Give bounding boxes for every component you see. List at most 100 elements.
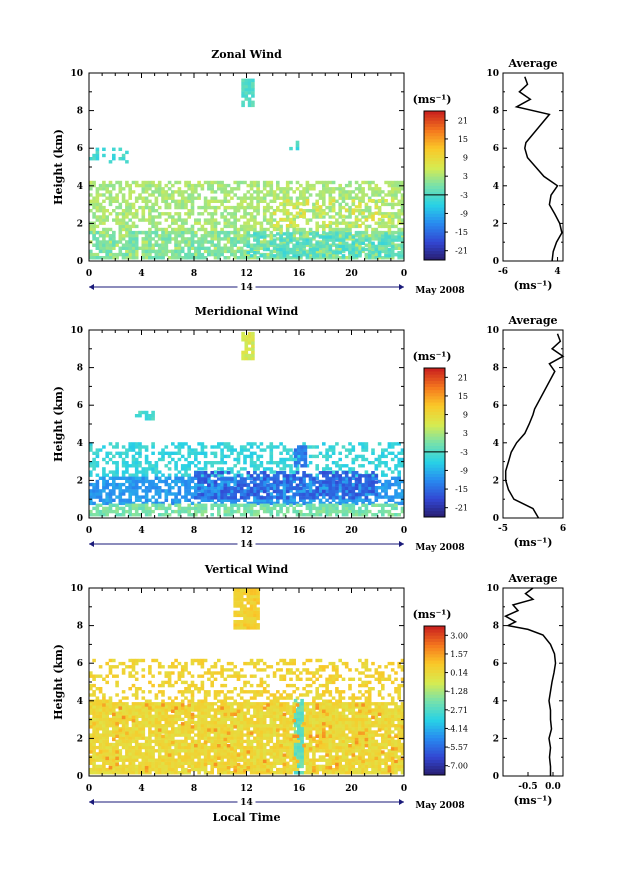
- heatmap-cell: [121, 771, 126, 775]
- heatmap-cell: [210, 471, 214, 475]
- heatmap-cell: [121, 727, 126, 731]
- heatmap-cell: [303, 464, 308, 468]
- heatmap-cell: [141, 467, 146, 471]
- heatmap-cell: [243, 483, 247, 487]
- heatmap-cell: [98, 209, 103, 213]
- heatmap-cell: [361, 211, 365, 215]
- heatmap-cell: [331, 252, 336, 257]
- heatmap-cell: [279, 251, 283, 255]
- heatmap-cell: [187, 240, 191, 244]
- heatmap-cell: [312, 254, 316, 258]
- heatmap-cell: [262, 230, 267, 235]
- heatmap-cell: [239, 215, 244, 219]
- heatmap-cell: [241, 81, 245, 86]
- heatmap-cell: [125, 249, 129, 254]
- heatmap-cell: [144, 771, 149, 775]
- heatmap-cell: [167, 461, 172, 465]
- heatmap-cell: [187, 237, 191, 241]
- heatmap-cell: [131, 442, 136, 446]
- heatmap-cell: [390, 224, 395, 229]
- heatmap-cell: [207, 218, 211, 222]
- heatmap-cell: [282, 476, 287, 480]
- heatmap-cell: [144, 486, 149, 490]
- heatmap-cell: [131, 240, 136, 244]
- heatmap-cell: [390, 183, 395, 188]
- heatmap-cell: [279, 480, 283, 484]
- heatmap-cell: [243, 457, 247, 462]
- colorbar-segment: [424, 473, 445, 478]
- heatmap-cell: [164, 464, 169, 468]
- heatmap-cell: [295, 140, 300, 145]
- heatmap-cell: [177, 445, 182, 449]
- heatmap-cell: [184, 736, 188, 740]
- heatmap-cell: [239, 196, 244, 200]
- heatmap-cell: [249, 480, 254, 484]
- heatmap-cell: [315, 506, 319, 511]
- heatmap-cell: [354, 209, 359, 213]
- heatmap-cell: [338, 221, 342, 225]
- heatmap-cell: [305, 492, 310, 497]
- x-tick-label: 4: [138, 269, 144, 279]
- heatmap-cell: [335, 235, 339, 239]
- heatmap-cell: [115, 193, 119, 197]
- heatmap-cell: [190, 234, 195, 238]
- y-axis-label: Height (km): [52, 129, 65, 205]
- colorbar-segment: [424, 408, 445, 412]
- heatmap-cell: [134, 180, 139, 185]
- heatmap-cell: [92, 745, 96, 750]
- heatmap-cell: [161, 705, 165, 709]
- heatmap-cell: [131, 503, 136, 507]
- heatmap-cell: [244, 88, 249, 92]
- heatmap-cell: [131, 745, 136, 750]
- heatmap-cell: [328, 224, 333, 229]
- heatmap-cell: [148, 509, 152, 514]
- heatmap-cell: [256, 187, 260, 191]
- colorbar-segment: [424, 256, 445, 261]
- heatmap-cell: [390, 187, 395, 191]
- heatmap-cell: [344, 221, 349, 225]
- heatmap-cell: [251, 88, 255, 92]
- heatmap-cell: [387, 193, 392, 197]
- heatmap-cell: [249, 454, 254, 459]
- heatmap-cell: [220, 501, 224, 506]
- heatmap-cell: [128, 513, 132, 517]
- heatmap-cell: [105, 495, 109, 499]
- heatmap-cell: [394, 467, 398, 471]
- heatmap-cell: [102, 498, 106, 502]
- heatmap-cell: [331, 448, 336, 452]
- heatmap-cell: [89, 498, 93, 502]
- heatmap-cell: [128, 736, 132, 740]
- heatmap-cell: [244, 350, 249, 355]
- heatmap-cell: [233, 180, 237, 185]
- heatmap-cell: [144, 479, 149, 484]
- heatmap-cell: [390, 218, 395, 222]
- heatmap-cell: [174, 495, 178, 499]
- heatmap-cell: [92, 761, 96, 765]
- heatmap-cell: [161, 755, 165, 759]
- heatmap-cell: [318, 492, 323, 497]
- heatmap-cell: [220, 237, 224, 241]
- heatmap-cell: [220, 448, 224, 452]
- heatmap-cell: [203, 506, 208, 511]
- heatmap-cell: [131, 730, 136, 734]
- heatmap-cell: [148, 417, 152, 421]
- heatmap-cell: [220, 227, 224, 232]
- heatmap-cell: [167, 745, 172, 750]
- heatmap-cell: [325, 224, 329, 228]
- heatmap-cell: [154, 486, 159, 490]
- heatmap-cell: [134, 742, 139, 747]
- heatmap-cell: [118, 202, 123, 207]
- heatmap-cell: [112, 708, 116, 712]
- heatmap-cell: [289, 457, 293, 462]
- heatmap-cell: [315, 454, 319, 459]
- heatmap-cell: [164, 451, 169, 455]
- heatmap-cell: [217, 503, 221, 507]
- heatmap-cell: [256, 199, 260, 203]
- heatmap-cell: [184, 196, 188, 200]
- heatmap-cell: [371, 217, 375, 222]
- heatmap-cell: [151, 451, 155, 455]
- heatmap-cell: [154, 705, 159, 709]
- heatmap-cell: [138, 764, 142, 769]
- heatmap-cell: [118, 495, 123, 499]
- heatmap-cell: [141, 199, 146, 203]
